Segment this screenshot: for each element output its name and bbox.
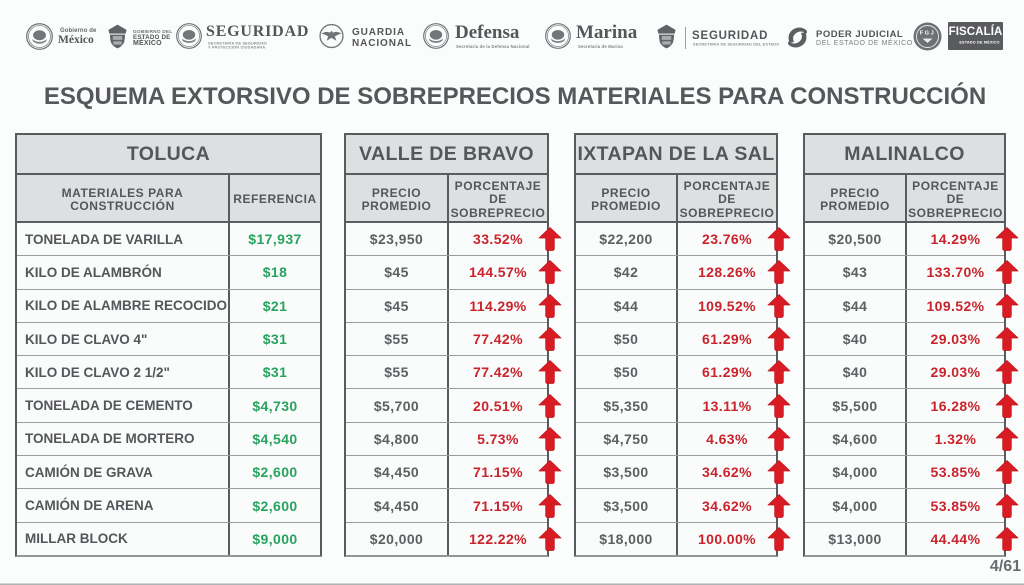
svg-text:FGJ: FGJ bbox=[920, 31, 936, 37]
